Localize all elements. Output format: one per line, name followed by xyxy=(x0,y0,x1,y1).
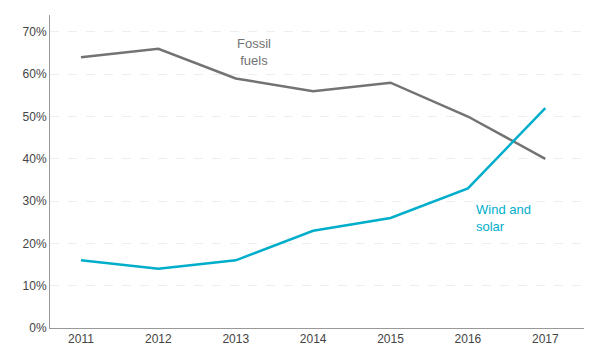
svg-text:2016: 2016 xyxy=(455,332,482,346)
svg-text:2013: 2013 xyxy=(222,332,249,346)
svg-text:10%: 10% xyxy=(23,279,47,293)
svg-text:20%: 20% xyxy=(23,237,47,251)
svg-text:40%: 40% xyxy=(23,152,47,166)
svg-text:2011: 2011 xyxy=(68,332,94,346)
svg-text:0%: 0% xyxy=(29,321,47,335)
svg-text:50%: 50% xyxy=(23,110,47,124)
svg-text:2017: 2017 xyxy=(532,332,559,346)
svg-text:2015: 2015 xyxy=(377,332,404,346)
svg-text:Fossilfuels: Fossilfuels xyxy=(237,36,271,68)
svg-text:2012: 2012 xyxy=(145,332,172,346)
svg-text:Wind andsolar: Wind andsolar xyxy=(476,202,531,234)
svg-text:70%: 70% xyxy=(23,25,47,39)
svg-text:60%: 60% xyxy=(23,67,47,81)
svg-text:2014: 2014 xyxy=(300,332,327,346)
svg-text:30%: 30% xyxy=(23,194,47,208)
